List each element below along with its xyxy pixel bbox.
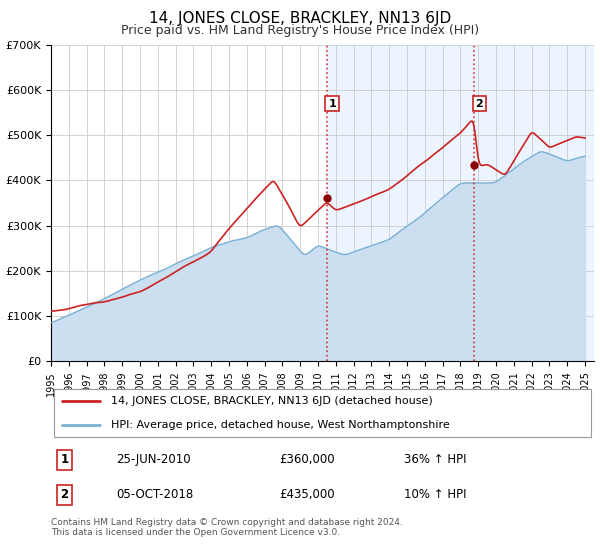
Text: Contains HM Land Registry data © Crown copyright and database right 2024.
This d: Contains HM Land Registry data © Crown c…: [51, 518, 403, 538]
Bar: [327, 45, 594, 361]
FancyBboxPatch shape: [54, 389, 591, 437]
Text: HPI: Average price, detached house, West Northamptonshire: HPI: Average price, detached house, West…: [111, 420, 449, 430]
Text: 25-JUN-2010: 25-JUN-2010: [116, 454, 191, 466]
Text: 2: 2: [61, 488, 68, 501]
Text: 10% ↑ HPI: 10% ↑ HPI: [404, 488, 466, 501]
Text: 14, JONES CLOSE, BRACKLEY, NN13 6JD: 14, JONES CLOSE, BRACKLEY, NN13 6JD: [149, 11, 451, 26]
Text: £435,000: £435,000: [279, 488, 335, 501]
Text: 1: 1: [61, 454, 68, 466]
Text: £360,000: £360,000: [279, 454, 335, 466]
Text: 14, JONES CLOSE, BRACKLEY, NN13 6JD (detached house): 14, JONES CLOSE, BRACKLEY, NN13 6JD (det…: [111, 396, 433, 406]
Text: 2: 2: [475, 99, 483, 109]
Text: 1: 1: [328, 99, 336, 109]
Text: 05-OCT-2018: 05-OCT-2018: [116, 488, 193, 501]
Text: Price paid vs. HM Land Registry's House Price Index (HPI): Price paid vs. HM Land Registry's House …: [121, 24, 479, 36]
Text: 36% ↑ HPI: 36% ↑ HPI: [404, 454, 466, 466]
